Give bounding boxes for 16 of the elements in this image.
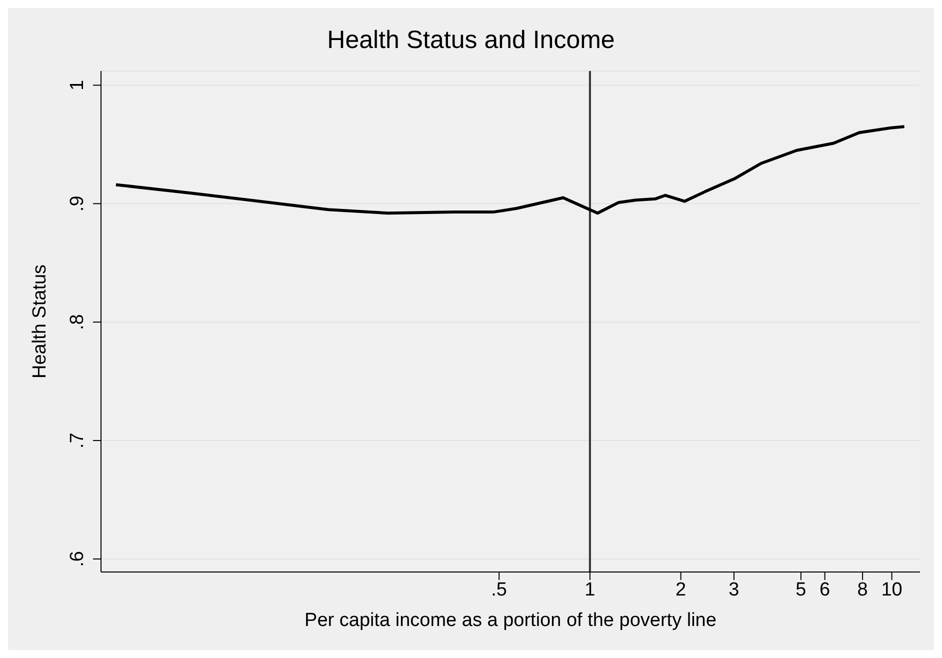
y-axis-title: Health Status: [30, 264, 51, 379]
x-tick-label: 1: [584, 579, 596, 600]
y-tick-label: .7: [67, 432, 88, 448]
x-tick-label: 6: [820, 579, 830, 600]
x-tick-label: 2: [676, 579, 686, 600]
x-tick-label: 3: [728, 579, 740, 600]
x-tick-label: 5: [796, 579, 806, 600]
y-tick-label: .8: [67, 314, 88, 330]
x-tick-label: 10: [881, 579, 902, 600]
chart-title: Health Status and Income: [327, 26, 615, 54]
x-tick-label: .5: [491, 579, 508, 600]
y-tick-label: 1: [67, 80, 88, 90]
y-tick-label: .6: [67, 551, 88, 567]
x-axis-title: Per capita income as a portion of the poverty line: [304, 610, 716, 631]
y-tick-label: .9: [67, 196, 88, 212]
x-tick-label: 8: [857, 579, 868, 600]
